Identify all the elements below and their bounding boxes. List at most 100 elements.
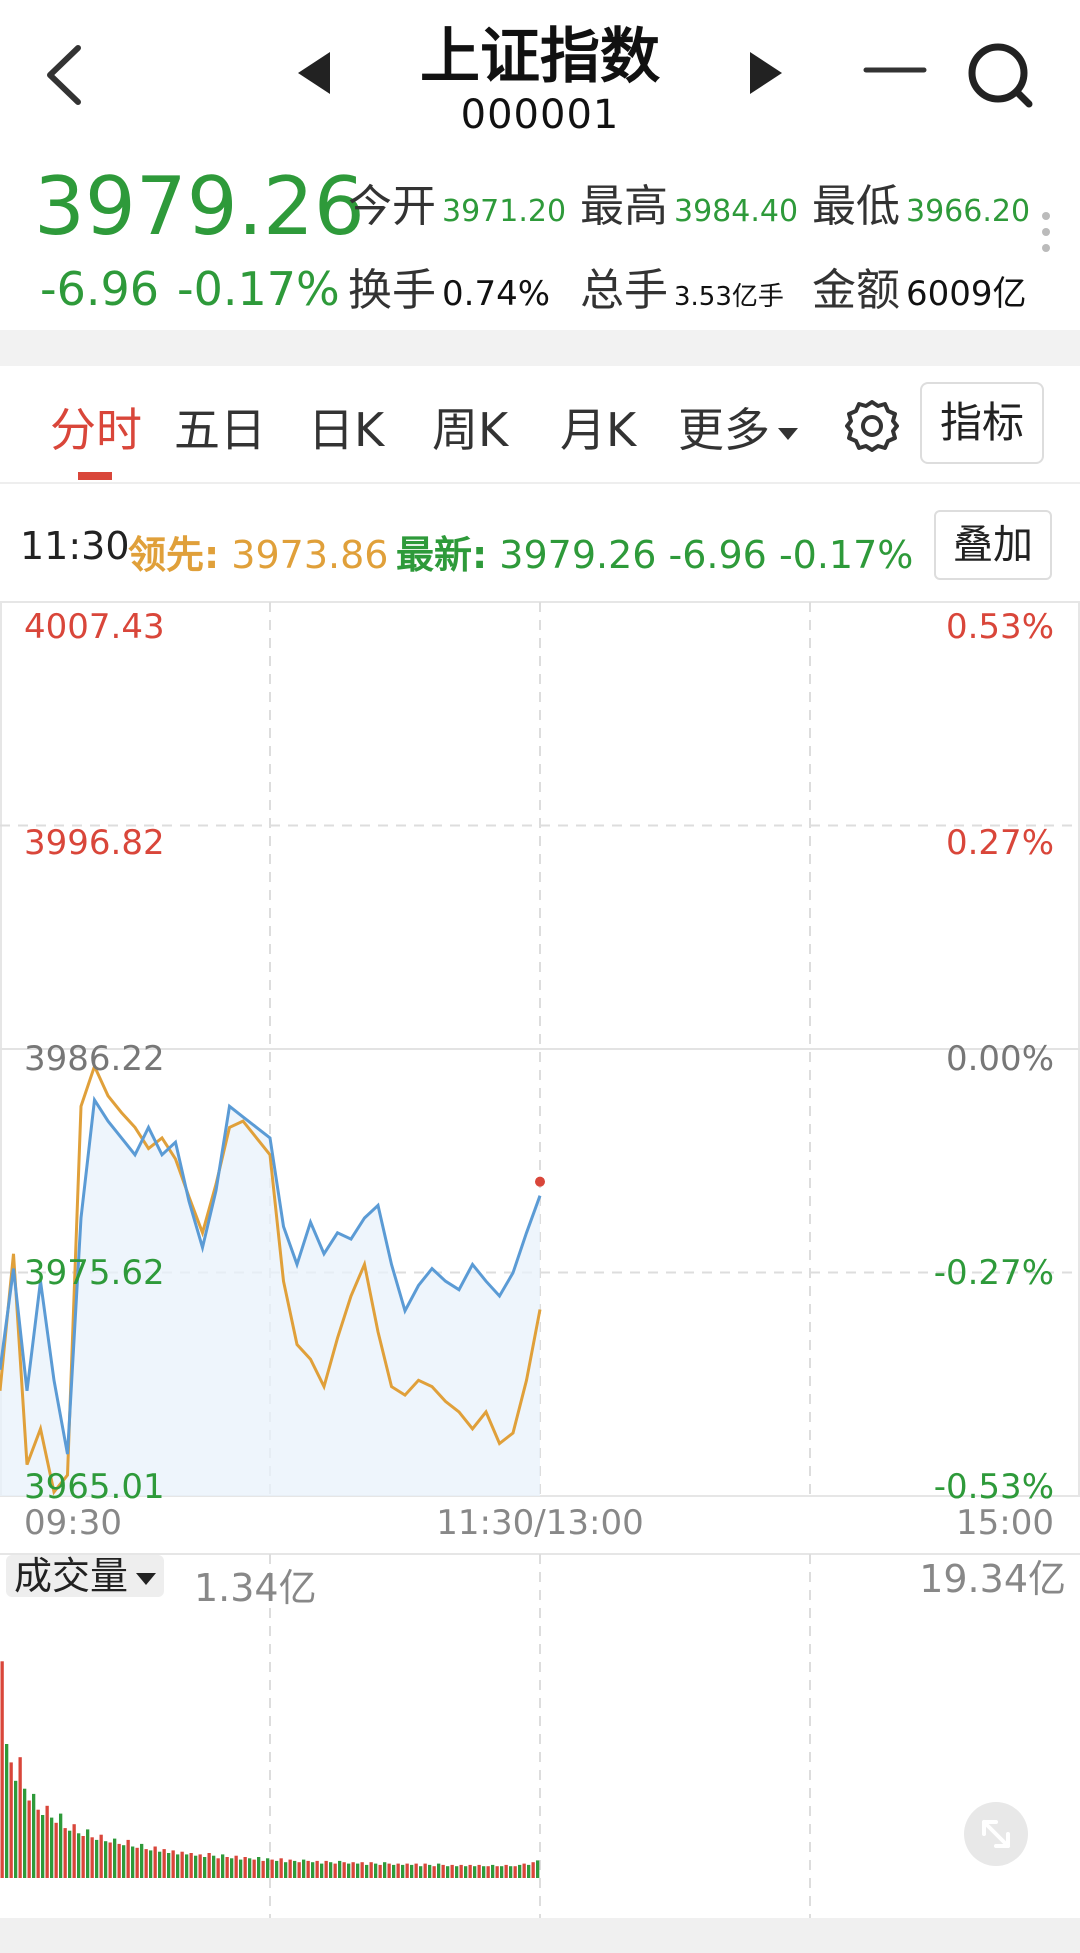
volume-bar (252, 1859, 256, 1878)
volume-bar (293, 1860, 297, 1878)
volume-bar (396, 1863, 400, 1878)
volume-bar (306, 1860, 310, 1878)
y-right-tick: -0.53% (934, 1467, 1054, 1507)
volume-bar (356, 1863, 360, 1878)
volume-bar (347, 1863, 351, 1878)
lead-value: 3973.86 (231, 533, 389, 577)
volume-bar (45, 1805, 49, 1878)
y-right-tick: 0.53% (946, 607, 1054, 647)
volume-bar (536, 1860, 540, 1878)
volume-bar (140, 1843, 144, 1878)
volume-bar (194, 1855, 198, 1878)
volume-bar (95, 1839, 99, 1878)
top-bar: 上证指数 000001 (0, 0, 1080, 150)
volume-bar (522, 1863, 526, 1878)
volume-bar (153, 1846, 157, 1878)
volume-bar (108, 1842, 112, 1878)
page-title: 上证指数 (420, 22, 660, 92)
volume-bar (248, 1858, 252, 1878)
latest-price: 最新: 3979.26 -6.96 -0.17% (396, 524, 913, 579)
volume-bar (495, 1866, 499, 1878)
volume-bar (144, 1849, 148, 1878)
volume-bar (392, 1864, 396, 1878)
overlay-button[interactable]: 叠加 (934, 510, 1052, 580)
previous-stock-icon[interactable] (290, 48, 340, 98)
y-left-tick: 3996.82 (24, 823, 165, 863)
lead-index-line (0, 1062, 542, 1496)
price-area-fill (0, 1100, 540, 1496)
indicator-button[interactable]: 指标 (920, 382, 1044, 464)
volume-bar (99, 1834, 103, 1878)
high-label: 最高 (580, 181, 668, 232)
open-stat: 今开 3971.20 (348, 170, 566, 234)
tab-intraday[interactable]: 分时 (50, 403, 142, 457)
volume-bar (5, 1744, 9, 1878)
y-left-tick: 3986.22 (24, 1039, 165, 1079)
volume-bar (473, 1866, 477, 1878)
x-tick: 15:00 (956, 1503, 1054, 1543)
open-label: 今开 (348, 181, 436, 232)
volume-bar (122, 1845, 126, 1878)
amount-stat: 金额 6009亿 (812, 254, 1027, 318)
volume-bar (482, 1866, 486, 1878)
volume-bar (527, 1864, 531, 1878)
volume-bar (315, 1860, 319, 1878)
volume-bar (18, 1757, 22, 1878)
volume-bar (59, 1813, 63, 1878)
volume-bar (261, 1860, 265, 1878)
chart-period-tabs: 分时 五日 日K 周K 月K 更多 指标 (0, 366, 1080, 484)
y-right-tick: 0.00% (946, 1039, 1054, 1079)
volume-bar (450, 1864, 454, 1878)
volume-current: 1.34亿 (194, 1566, 317, 1610)
volume-bar (423, 1863, 427, 1878)
volume-bar (428, 1864, 432, 1878)
volume-bar (500, 1866, 504, 1878)
next-stock-icon[interactable] (740, 48, 790, 98)
expand-icon[interactable] (964, 1802, 1028, 1866)
low-label: 最低 (812, 181, 900, 232)
volume-bar (167, 1853, 171, 1878)
volume-bar (27, 1800, 31, 1878)
volume-stat: 总手 3.53亿手 (580, 254, 784, 318)
volume-bar (410, 1864, 414, 1878)
volume-bar (351, 1862, 355, 1878)
tab-daily-k[interactable]: 日K (308, 403, 385, 457)
volume-bar (329, 1862, 333, 1878)
latest-change: -6.96 (668, 533, 767, 577)
volume-bar (221, 1854, 225, 1878)
back-arrow-icon[interactable] (40, 40, 90, 110)
volume-bar (441, 1864, 445, 1878)
volume-bar (297, 1862, 301, 1878)
tab-weekly-k[interactable]: 周K (432, 403, 509, 457)
volume-bar (513, 1866, 517, 1878)
intraday-chart[interactable]: 4007.43 3996.82 3986.22 3975.62 3965.01 … (0, 600, 1080, 1918)
active-tab-indicator (78, 472, 112, 480)
volume-bar (81, 1836, 85, 1878)
volume-bar (365, 1864, 369, 1878)
volume-bar (77, 1833, 81, 1878)
search-icon[interactable] (965, 40, 1035, 110)
latest-pct: -0.17% (778, 533, 914, 577)
volume-bar (198, 1854, 202, 1878)
tab-monthly-k[interactable]: 月K (560, 403, 637, 457)
volume-bar (113, 1838, 117, 1878)
volume-bar (333, 1863, 337, 1878)
volume-bar (72, 1824, 76, 1878)
volume-bar (36, 1809, 40, 1878)
volume-bar (531, 1862, 535, 1878)
volume-selector[interactable]: 成交量 (6, 1555, 165, 1597)
minus-icon[interactable] (860, 50, 930, 90)
volume-bar (383, 1862, 387, 1878)
volume-bar (131, 1846, 135, 1878)
volume-bar (387, 1863, 391, 1878)
volume-bar (288, 1859, 292, 1878)
lead-label: 领先: (128, 533, 220, 577)
tab-more[interactable]: 更多 (678, 394, 798, 460)
volume-bar (230, 1858, 234, 1878)
more-vertical-icon[interactable] (1038, 212, 1054, 262)
volume-bar (212, 1855, 216, 1878)
volume-bar (374, 1863, 378, 1878)
gear-icon[interactable] (842, 396, 902, 456)
tab-five-day[interactable]: 五日 (174, 403, 266, 457)
volume-bar (189, 1853, 193, 1878)
